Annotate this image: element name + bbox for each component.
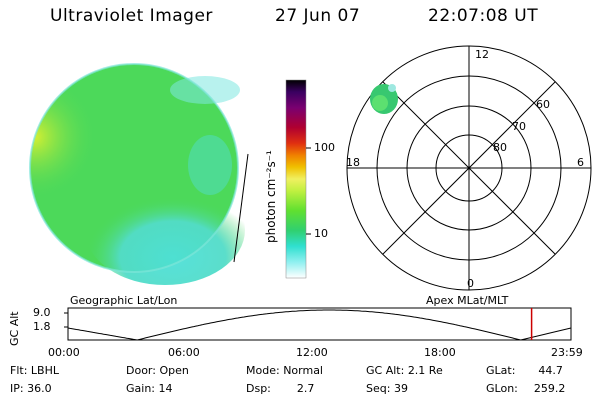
observation-date: 27 Jun 07	[275, 6, 361, 26]
mlt-label-18: 18	[346, 156, 360, 169]
timeline-left-title: Geographic Lat/Lon	[70, 294, 178, 307]
y-label-9: 9.0	[33, 306, 51, 319]
info-dsp: Dsp: 2.7	[246, 382, 315, 395]
lat-label-60: 60	[536, 98, 550, 111]
color-scale-bar	[285, 79, 307, 279]
gc-altitude-curve	[67, 309, 572, 341]
info-glat: GLat: 44.7	[486, 364, 563, 377]
info-mode: Mode: Normal	[246, 364, 323, 377]
auroral-spot	[370, 84, 398, 114]
polar-plot	[346, 45, 592, 291]
mlt-label-6: 6	[577, 156, 584, 169]
x-label-0600: 06:00	[168, 346, 200, 359]
info-glon: GLon: 259.2	[486, 382, 566, 395]
colorbar-label-100: 100	[314, 141, 335, 154]
y-label-1.8: 1.8	[33, 320, 51, 333]
timeline-right-title: Apex MLat/MLT	[426, 294, 509, 307]
instrument-title: Ultraviolet Imager	[50, 6, 213, 26]
x-label-2359: 23:59	[551, 346, 583, 359]
lat-label-80: 80	[493, 141, 507, 154]
colorbar-label-10: 10	[314, 227, 328, 240]
info-door: Door: Open	[126, 364, 189, 377]
terminator-line	[233, 153, 249, 263]
colorbar-unit-label: photon cm⁻²s⁻¹	[264, 150, 278, 243]
info-filter: Flt: LBHL	[10, 364, 59, 377]
uv-image-disk	[29, 63, 245, 285]
lat-label-70: 70	[512, 120, 526, 133]
mlt-label-0: 0	[467, 277, 474, 290]
timeline-axis-label: GC Alt	[8, 311, 21, 346]
info-gc-alt: GC Alt: 2.1 Re	[366, 364, 443, 377]
info-seq: Seq: 39	[366, 382, 408, 395]
x-label-1200: 12:00	[296, 346, 328, 359]
observation-time: 22:07:08 UT	[428, 6, 539, 26]
x-label-1800: 18:00	[424, 346, 456, 359]
info-ip: IP: 36.0	[10, 382, 52, 395]
timeline-frame	[67, 307, 572, 341]
info-gain: Gain: 14	[126, 382, 173, 395]
x-label-0000: 00:00	[48, 346, 80, 359]
mlt-label-12: 12	[475, 48, 489, 61]
